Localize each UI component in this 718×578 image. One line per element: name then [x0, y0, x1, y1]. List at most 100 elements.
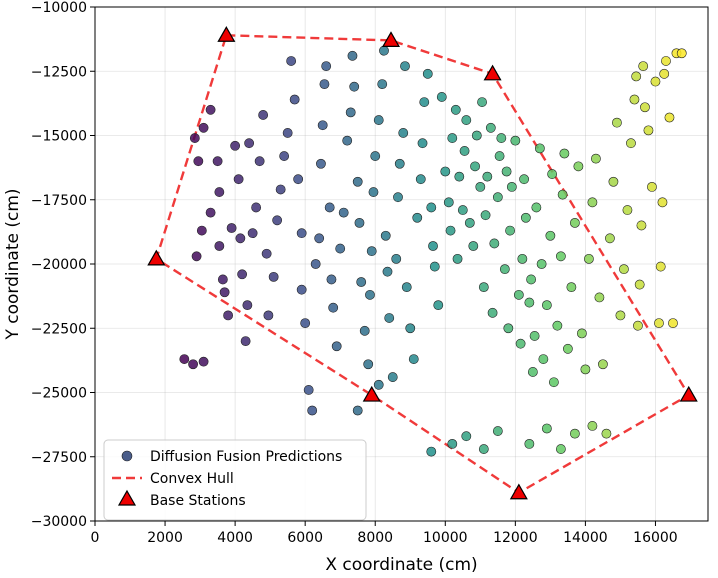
prediction-point [480, 210, 491, 221]
prediction-point [503, 323, 514, 334]
prediction-point [676, 48, 687, 59]
prediction-point [316, 158, 326, 169]
base-station-marker [147, 249, 166, 266]
prediction-point [638, 61, 649, 72]
x-axis-ticks: 0 2000 4000 6000 8000 10000 12000 14000 16000 [91, 521, 678, 546]
y-tick-label: −22500 [31, 321, 87, 337]
prediction-point [591, 153, 601, 164]
prediction-point [647, 181, 657, 192]
prediction-point [417, 138, 428, 149]
prediction-point [214, 241, 225, 251]
prediction-point [541, 423, 552, 434]
prediction-point [352, 176, 363, 187]
prediction-point [519, 174, 529, 185]
prediction-point [426, 202, 437, 213]
y-tick-label: −25000 [31, 386, 87, 402]
prediction-point [366, 246, 377, 257]
prediction-point [261, 248, 272, 259]
prediction-point [654, 318, 664, 329]
prediction-point [188, 359, 198, 370]
base-station-marker [362, 385, 381, 402]
legend-label-hull: Convex Hull [150, 471, 234, 487]
prediction-point [237, 269, 248, 280]
prediction-point [214, 187, 225, 197]
prediction-point [454, 171, 465, 182]
prediction-point [179, 354, 190, 364]
prediction-point [580, 364, 591, 375]
prediction-point [300, 318, 311, 329]
prediction-point [303, 385, 314, 395]
prediction-point [555, 251, 566, 262]
y-tick-label: −15000 [31, 129, 87, 145]
prediction-point [258, 110, 269, 120]
prediction-point [461, 431, 472, 442]
legend-label-predictions: Diffusion Fusion Predictions [150, 449, 342, 465]
prediction-point [331, 341, 342, 352]
prediction-point [640, 102, 650, 113]
prediction-point [587, 421, 598, 431]
prediction-point [268, 271, 279, 282]
prediction-point [626, 138, 636, 149]
prediction-point [189, 133, 200, 143]
prediction-point [633, 320, 643, 331]
prediction-point [459, 146, 470, 156]
prediction-point [314, 233, 325, 244]
prediction-point [242, 300, 253, 311]
prediction-point [193, 156, 204, 167]
prediction-point [659, 68, 670, 79]
prediction-point [433, 300, 444, 311]
prediction-point [391, 253, 402, 264]
prediction-point [319, 79, 330, 89]
prediction-point [499, 264, 510, 275]
prediction-point [398, 128, 409, 138]
prediction-point [576, 328, 587, 339]
prediction-point [349, 81, 360, 92]
prediction-point [219, 287, 230, 298]
prediction-point [517, 253, 528, 264]
prediction-point [415, 174, 426, 185]
prediction-point [342, 135, 353, 146]
prediction-point [412, 212, 423, 223]
prediction-point [470, 161, 480, 172]
prediction-point [552, 320, 563, 331]
prediction-point [380, 230, 391, 241]
prediction-point [347, 50, 358, 61]
prediction-point [612, 117, 622, 128]
prediction-point [230, 140, 241, 151]
prediction-point [426, 446, 437, 457]
y-tick-label: −20000 [31, 257, 87, 273]
prediction-point [634, 279, 645, 290]
prediction-point [461, 115, 472, 125]
prediction-point [436, 92, 447, 102]
prediction-point [244, 138, 255, 149]
prediction-point [286, 56, 297, 66]
prediction-point [573, 161, 584, 172]
prediction-point [594, 292, 605, 303]
prediction-point [468, 241, 479, 251]
prediction-point [335, 243, 346, 254]
x-tick-label: 14000 [563, 530, 608, 546]
prediction-point [601, 428, 612, 439]
prediction-point [636, 220, 647, 231]
prediction-point [272, 215, 283, 226]
x-axis-label: X coordinate (cm) [325, 555, 477, 575]
prediction-point [489, 238, 500, 249]
y-tick-label: −12500 [31, 64, 87, 80]
prediction-point [443, 197, 454, 208]
prediction-point [387, 372, 398, 382]
legend: Diffusion Fusion Predictions Convex Hull… [103, 439, 367, 521]
prediction-point [279, 151, 290, 161]
prediction-point [408, 354, 419, 364]
prediction-point [664, 112, 675, 123]
prediction-point [661, 56, 671, 66]
prediction-point [505, 225, 515, 236]
prediction-point [619, 264, 629, 275]
prediction-point [478, 444, 489, 454]
prediction-point [293, 174, 304, 185]
prediction-point [296, 228, 307, 239]
prediction-point [324, 202, 335, 213]
prediction-point [547, 169, 558, 179]
prediction-point [379, 45, 389, 56]
prediction-point [289, 94, 300, 105]
prediction-point [212, 156, 223, 167]
